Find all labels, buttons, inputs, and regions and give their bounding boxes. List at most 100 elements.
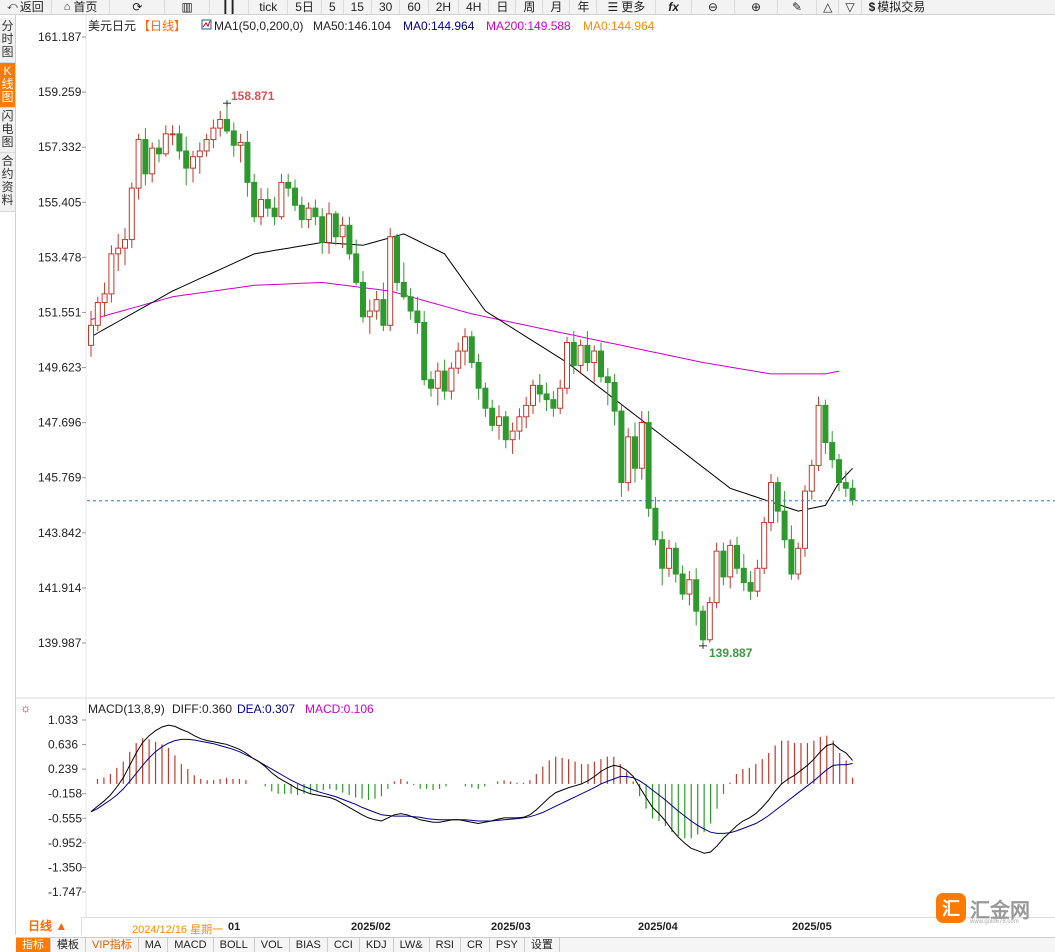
low-label: 139.887 <box>709 646 753 660</box>
price-tick-label: 153.478 <box>38 250 82 264</box>
period-60[interactable]: 60 <box>400 0 429 14</box>
candle-body <box>727 544 734 578</box>
candle-body <box>468 336 475 363</box>
candle-body <box>754 567 761 592</box>
tab-kline[interactable]: K线图 <box>0 63 15 108</box>
candle-body <box>346 224 353 255</box>
period-2h[interactable]: 2H <box>429 0 460 14</box>
tab-cci[interactable]: CCI <box>328 938 360 952</box>
ma200-value: MA200:149.588 <box>486 19 571 33</box>
chart-area[interactable]: 161.187 159.259 157.332 155.405 153.478 151.5… <box>0 15 1055 917</box>
tab-cr[interactable]: CR <box>461 938 490 952</box>
period-4h[interactable]: 4H <box>459 0 490 14</box>
candle-body <box>292 187 298 206</box>
symbol-name: 美元日元 <box>88 19 136 33</box>
candle-body <box>740 567 747 584</box>
tab-timeshare[interactable]: 分时图 <box>0 18 15 63</box>
candle-body <box>353 253 360 283</box>
refresh-button[interactable]: ⟳ <box>110 0 166 14</box>
candle-body <box>360 281 366 318</box>
candle-body <box>135 139 142 189</box>
candle-body <box>679 573 686 595</box>
candle-body <box>672 547 679 575</box>
candle-body <box>224 119 230 132</box>
candle-body <box>842 482 849 489</box>
date-first: 01 <box>228 921 241 933</box>
formula-button[interactable]: fx <box>656 0 692 14</box>
period-selector-button[interactable]: 日线 ▲ <box>16 917 82 935</box>
shape-down-button[interactable]: ▽ <box>839 0 862 14</box>
period-5[interactable]: 5 <box>322 0 344 14</box>
macd-tick-label: -0.158 <box>48 787 82 801</box>
tab-vol[interactable]: VOL <box>255 938 290 952</box>
tab-indicators[interactable]: 指标 <box>16 938 51 952</box>
high-label: 158.871 <box>231 89 275 103</box>
date-axis: 2024/12/16 星期一 01 2025/02 2025/03 2025/0… <box>16 917 1055 936</box>
shape-up-button[interactable]: △ <box>817 0 840 14</box>
tab-bias[interactable]: BIAS <box>290 938 328 952</box>
candle-body <box>373 299 380 312</box>
zoom-out-button[interactable]: ⊖ <box>692 0 735 14</box>
candle-body <box>387 236 394 326</box>
simulated-trading-button[interactable]: $ 模拟交易 <box>868 0 926 14</box>
tab-template[interactable]: 模板 <box>51 938 86 952</box>
tab-macd[interactable]: MACD <box>168 938 214 952</box>
indicator-tab-bar: 指标 模板 VIP指标 MA MACD BOLL VOL BIAS CCI KD… <box>16 937 1055 952</box>
macd-axis: 1.033 0.636 0.239 -0.158 -0.555 -0.952 -1.350 -… <box>48 713 86 899</box>
period-month[interactable]: 月 <box>543 0 571 14</box>
macd-tick-label: -0.555 <box>48 811 82 825</box>
candle-body <box>94 301 101 326</box>
candle-body <box>706 602 713 641</box>
candle-body <box>448 367 455 392</box>
candle-body <box>394 236 400 283</box>
price-tick-label: 151.551 <box>38 305 82 319</box>
period-week[interactable]: 周 <box>516 0 544 14</box>
zoom-in-button[interactable]: ⊕ <box>735 0 779 14</box>
candle-body <box>802 490 808 549</box>
price-tick-label: 143.842 <box>38 526 82 540</box>
refresh-icon: ⟳ <box>132 0 143 14</box>
back-button[interactable]: ⤺ 返回 <box>0 0 52 14</box>
menu-icon: ☰ <box>607 0 619 14</box>
candle-body <box>516 416 523 432</box>
candlestick-type-button[interactable]: ▥ <box>165 0 210 14</box>
candle-body <box>339 224 346 238</box>
candle-body <box>162 133 169 155</box>
price-tick-label: 141.914 <box>38 581 82 595</box>
candle-body <box>489 407 496 426</box>
tab-settings[interactable]: 设置 <box>525 938 560 952</box>
tab-kdj[interactable]: KDJ <box>360 938 394 952</box>
period-15[interactable]: 15 <box>344 0 372 14</box>
candle-body <box>176 133 183 152</box>
more-button[interactable]: ☰ 更多 <box>597 0 657 14</box>
candle-body <box>475 361 482 389</box>
tab-ma[interactable]: MA <box>139 938 169 952</box>
period-5day[interactable]: 5日 <box>288 0 322 14</box>
period-30[interactable]: 30 <box>372 0 401 14</box>
settings-sun-icon[interactable]: ☼ <box>20 701 31 715</box>
main-legend: 美元日元 【日线】 MA1(50,0,200,0) MA50:146.104 M… <box>88 19 655 33</box>
tab-vip-indicators[interactable]: VIP指标 <box>86 938 139 952</box>
tab-psy[interactable]: PSY <box>490 938 525 952</box>
tab-rsi[interactable]: RSI <box>430 938 461 952</box>
sidebar-divider <box>15 15 16 935</box>
home-button[interactable]: ⌂ 首页 <box>52 0 111 14</box>
candle-body <box>414 310 421 323</box>
candle-body <box>523 404 530 418</box>
candle-body <box>530 384 536 406</box>
tab-boll[interactable]: BOLL <box>214 938 255 952</box>
candle-body <box>502 416 509 441</box>
period-day[interactable]: 日 <box>489 0 517 14</box>
tab-lightning[interactable]: 闪电图 <box>0 108 15 153</box>
tab-lw[interactable]: LW& <box>394 938 430 952</box>
draw-button[interactable]: ✎ <box>778 0 818 14</box>
candle-body <box>774 482 781 512</box>
period-tick[interactable]: tick <box>249 0 289 14</box>
period-year[interactable]: 年 <box>570 0 598 14</box>
tab-contract-info[interactable]: 合约资料 <box>0 153 15 212</box>
brand-logo: 汇 汇金网 www.gold678.com <box>936 893 1030 925</box>
macd-tick-label: 1.033 <box>48 713 78 727</box>
candle-body <box>421 321 428 381</box>
candle-style-button[interactable]: ┃┃ <box>210 0 250 14</box>
candle-body <box>584 344 591 363</box>
